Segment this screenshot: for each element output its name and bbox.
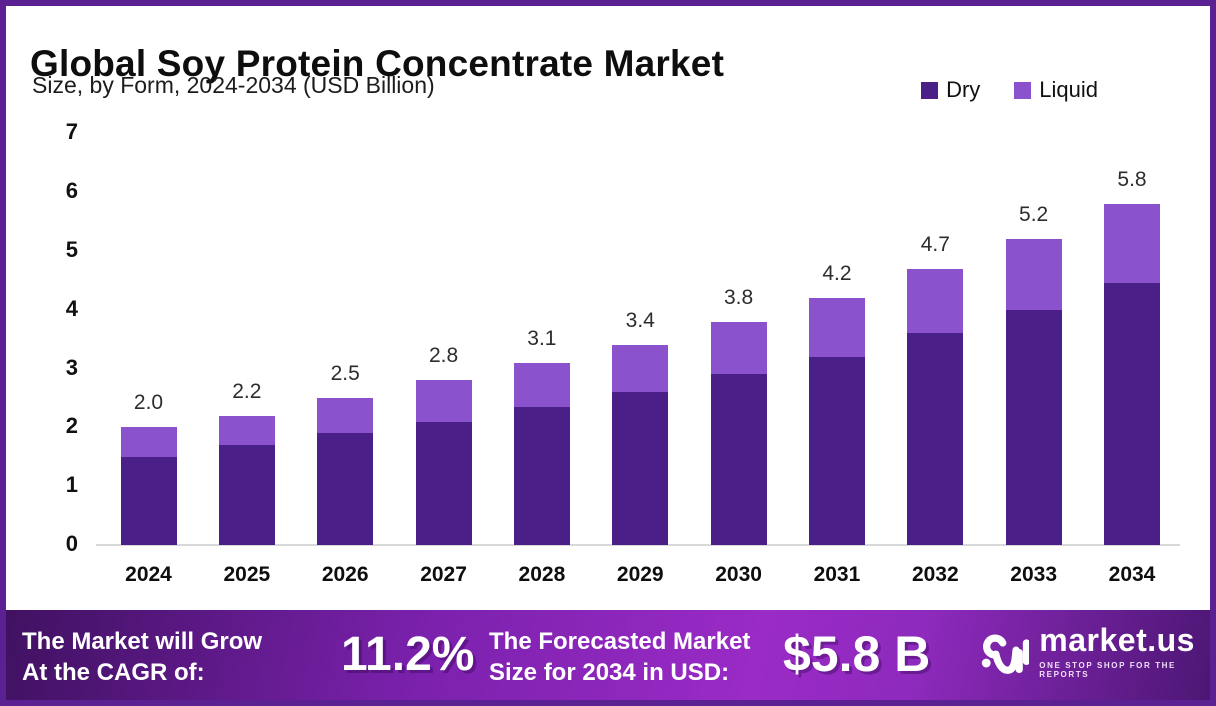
bar-2026-dry — [317, 433, 374, 545]
x-axis-label-2032: 2032 — [911, 563, 959, 586]
bar-2028-liquid — [513, 362, 570, 407]
bar-2027-dry — [415, 421, 472, 545]
x-axis-label-2030: 2030 — [715, 563, 762, 586]
y-axis-tick-4: 4 — [65, 295, 78, 321]
legend-label-dry: Dry — [946, 77, 981, 102]
bar-total-label-2031: 4.2 — [822, 262, 852, 286]
bar-2028-dry — [513, 406, 570, 545]
x-axis-line — [96, 544, 1180, 546]
bar-2030-dry — [710, 374, 767, 545]
y-axis-tick-5: 5 — [65, 237, 78, 262]
marketus-logo-text-wrap: market.us ONE STOP SHOP FOR THE REPORTS — [1039, 620, 1216, 679]
bar-total-label-2030: 3.8 — [723, 285, 754, 309]
marketus-logo-tagline: ONE STOP SHOP FOR THE REPORTS — [1039, 661, 1176, 679]
y-axis-tick-2: 2 — [65, 413, 78, 439]
forecast-label: The Forecasted Market Size for 2034 in U… — [489, 626, 750, 688]
bar-total-label-2027: 2.8 — [428, 344, 459, 368]
bar-2031-liquid — [808, 298, 865, 357]
page-title: Global Soy Protein Concentrate Market — [30, 42, 725, 84]
bar-2031-dry — [808, 356, 865, 545]
bar-2034-liquid — [1104, 203, 1160, 284]
x-axis-label-2026: 2026 — [321, 563, 369, 586]
y-axis-tick-3: 3 — [65, 354, 78, 380]
marketus-logo-icon — [981, 634, 1030, 674]
bar-total-label-2026: 2.5 — [330, 362, 360, 385]
legend-swatch-liquid — [1014, 81, 1032, 99]
y-axis-tick-1: 1 — [65, 472, 78, 498]
marketus-logo[interactable]: market.us ONE STOP SHOP FOR THE REPORTS — [981, 620, 1216, 684]
legend-swatch-dry — [921, 81, 939, 99]
bar-2032-dry — [907, 333, 964, 545]
bar-total-label-2032: 4.7 — [920, 232, 950, 256]
bar-2033-liquid — [1005, 239, 1062, 310]
x-axis-label-2031: 2031 — [813, 563, 861, 586]
y-axis-tick-7: 7 — [65, 119, 78, 145]
forecast-value: $5.8 B — [783, 626, 931, 682]
x-axis-label-2033: 2033 — [1010, 563, 1057, 586]
cagr-label-line1: The Market will Grow — [22, 628, 263, 655]
bar-2026-liquid — [317, 398, 374, 434]
chart-legend: Dry Liquid — [921, 77, 1098, 103]
page-subtitle: Size, by Form, 2024-2034 (USD Billion) — [32, 72, 435, 98]
legend-item-dry: Dry — [921, 77, 980, 103]
bar-2024-liquid — [120, 427, 177, 457]
bar-2032-liquid — [907, 268, 964, 334]
legend-label-liquid: Liquid — [1039, 77, 1098, 102]
bar-total-label-2024: 2.0 — [133, 391, 164, 415]
bar-total-label-2028: 3.1 — [527, 326, 557, 350]
bar-2029-liquid — [612, 345, 669, 393]
cagr-label-line2: At the CAGR of: — [22, 659, 205, 686]
y-axis-tick-6: 6 — [65, 178, 78, 204]
bar-2033-dry — [1005, 309, 1062, 545]
bar-2025-dry — [218, 445, 275, 545]
bar-total-label-2034: 5.8 — [1117, 167, 1147, 191]
x-axis-label-2027: 2027 — [420, 563, 467, 586]
bar-2025-liquid — [218, 415, 275, 446]
bar-2027-liquid — [415, 380, 472, 422]
bar-2034-dry — [1104, 283, 1160, 545]
x-axis-label-2025: 2025 — [223, 563, 271, 586]
forecast-label-line1: The Forecasted Market — [489, 628, 751, 655]
cagr-label: The Market will Grow At the CAGR of: — [22, 626, 262, 688]
bar-2024-dry — [120, 456, 177, 545]
bar-total-label-2025: 2.2 — [232, 379, 262, 403]
bar-2030-liquid — [710, 321, 767, 375]
bar-total-label-2029: 3.4 — [625, 309, 655, 333]
bottom-banner: The Market will Grow At the CAGR of: 11.… — [0, 610, 1216, 706]
x-axis-label-2028: 2028 — [518, 563, 566, 586]
legend-item-liquid: Liquid — [1014, 77, 1098, 103]
bar-2029-dry — [612, 392, 669, 545]
forecast-label-line2: Size for 2034 in USD: — [489, 659, 730, 686]
cagr-value: 11.2% — [341, 628, 475, 681]
marketus-logo-text: market.us — [1039, 622, 1195, 658]
bar-total-label-2033: 5.2 — [1019, 203, 1049, 227]
x-axis-label-2034: 2034 — [1108, 563, 1156, 586]
y-axis-tick-0: 0 — [65, 531, 78, 556]
x-axis-label-2024: 2024 — [125, 563, 172, 586]
x-axis-label-2029: 2029 — [616, 563, 664, 586]
